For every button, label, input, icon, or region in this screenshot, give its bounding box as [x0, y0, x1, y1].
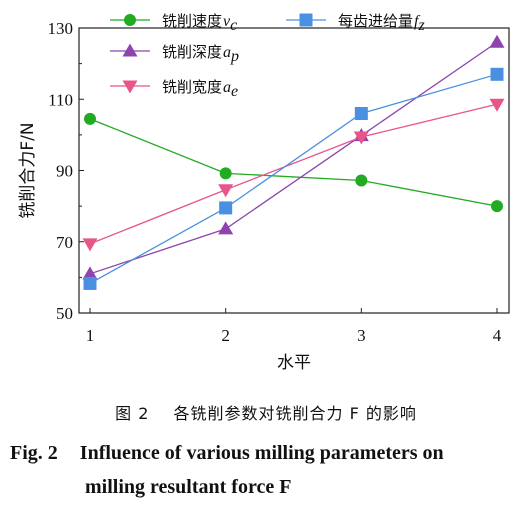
legend-item-fz: 每齿进给量fz	[286, 12, 425, 34]
series-line	[89, 73, 498, 284]
data-point	[82, 266, 98, 280]
legend-label: 每齿进给量fz	[338, 12, 425, 34]
figure-caption-cn: 图 2 各铣削参数对铣削合力 F 的影响	[0, 400, 532, 424]
data-point	[218, 184, 234, 198]
legend-label: 铣削深度ap	[162, 43, 239, 65]
y-tick-label: 70	[56, 233, 73, 252]
series-vc	[84, 112, 503, 213]
series-fz	[83, 67, 504, 290]
series-ap	[82, 34, 505, 280]
legend-item-ap: 铣削深度ap	[110, 43, 239, 65]
caption-en-line2: milling resultant force F	[85, 476, 292, 498]
data-point	[218, 221, 234, 235]
caption-en-line1: Influence of various milling parameters …	[79, 442, 444, 464]
legend-symbol: f	[414, 13, 421, 30]
series-layer	[82, 34, 505, 290]
data-point	[83, 276, 97, 290]
legend-label: 铣削速度vc	[162, 12, 237, 34]
legend-symbol: v	[223, 13, 231, 30]
series-ae	[82, 98, 505, 252]
legend-subscript: e	[231, 83, 238, 100]
y-tick-label: 90	[56, 162, 73, 181]
data-point	[354, 107, 368, 120]
legend-marker	[299, 13, 313, 27]
plot-frame	[78, 27, 510, 314]
legend-item-vc: 铣削速度vc	[110, 12, 237, 34]
caption-cn-text: 各铣削参数对铣削合力 F 的影响	[173, 404, 417, 423]
legend: 铣削速度vc 每齿进给量fz 铣削深度ap 铣削宽度ae	[110, 12, 425, 100]
x-tick-label: 4	[493, 326, 502, 345]
legend-subscript: c	[230, 17, 237, 34]
data-point	[353, 131, 369, 145]
data-point	[219, 167, 232, 180]
x-axis-title: 水平	[277, 353, 311, 373]
legend-item-ae: 铣削宽度ae	[110, 78, 238, 100]
y-axis-title: 铣削合力F/N	[18, 122, 38, 218]
data-point	[490, 67, 504, 81]
series-line	[89, 41, 498, 275]
legend-subscript: z	[417, 17, 425, 34]
legend-marker	[122, 43, 138, 57]
legend-symbol: a	[223, 79, 231, 96]
data-point	[489, 98, 505, 112]
legend-subscript: p	[230, 48, 239, 65]
data-point	[82, 238, 98, 252]
legend-marker	[124, 14, 136, 26]
series-line	[89, 103, 498, 245]
x-tick-label: 1	[86, 326, 95, 345]
chart: 50 70 90 110 130 1 2 3 4 铣削速度vc 每齿进给量fz 铣削深度ap 铣削宽度…	[18, 12, 510, 373]
figure-caption-en: Fig. 2 Influence of various milling param…	[10, 436, 530, 504]
data-point	[491, 200, 503, 213]
caption-cn-number: 图 2	[115, 404, 150, 423]
y-tick-label: 50	[56, 304, 73, 323]
data-point	[219, 201, 233, 215]
x-tick-label: 2	[221, 326, 230, 345]
y-tick-label: 110	[48, 90, 73, 109]
y-tick-label: 130	[48, 19, 74, 38]
legend-symbol: a	[223, 44, 231, 61]
x-tick-label: 3	[357, 326, 366, 345]
legend-label: 铣削宽度ae	[162, 78, 238, 100]
data-point	[489, 34, 505, 48]
data-point	[84, 112, 96, 125]
data-point	[355, 174, 368, 187]
caption-en-number: Fig. 2	[10, 442, 58, 464]
series-line	[89, 118, 498, 207]
chart-axes: 50 70 90 110 130 1 2 3 4	[48, 19, 510, 345]
legend-marker	[122, 80, 138, 94]
